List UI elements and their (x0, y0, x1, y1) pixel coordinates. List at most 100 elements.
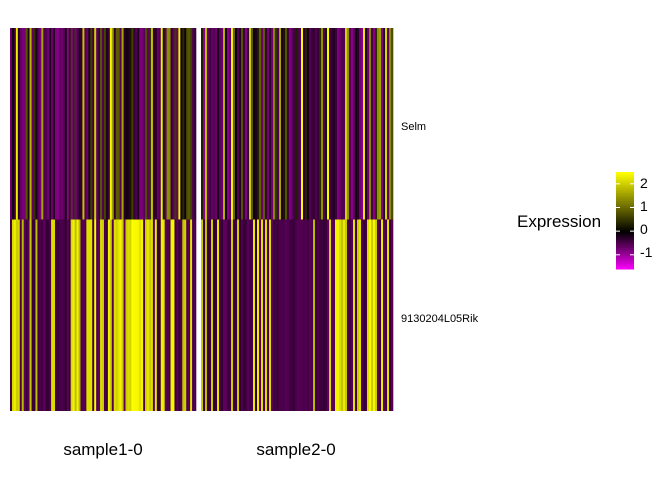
heatmap-cell (329, 219, 332, 411)
heatmap-cell (353, 28, 356, 220)
legend-color-step (616, 222, 634, 225)
heatmap-cell (217, 219, 220, 411)
heatmap-cell (279, 219, 282, 411)
heatmap-cell (139, 28, 142, 220)
heatmap-cell (203, 28, 206, 220)
heatmap-cell (259, 28, 262, 220)
heatmap-cell (299, 28, 302, 220)
heatmap-cell (100, 28, 103, 220)
heatmap-cell (92, 219, 95, 411)
legend-color-step (616, 218, 634, 221)
heatmap-cell (283, 28, 286, 220)
heatmap-cell (145, 219, 148, 411)
heatmap-cell (207, 219, 210, 411)
heatmap-cell (172, 219, 175, 411)
heatmap-cell (94, 28, 97, 220)
heatmap-cell (55, 28, 58, 220)
heatmap-cell (221, 219, 224, 411)
heatmap-cell (168, 28, 171, 220)
heatmap-cell (58, 28, 62, 220)
heatmap-cell (319, 28, 322, 220)
heatmap-cell (285, 28, 288, 220)
heatmap-cell (349, 219, 352, 411)
heatmap-cell (263, 28, 266, 220)
heatmap-cell (19, 219, 23, 411)
heatmap-cell (335, 219, 338, 411)
heatmap-cell (137, 28, 140, 220)
legend-color-step (616, 231, 634, 234)
heatmap-cell (109, 219, 113, 411)
heatmap-cell (309, 28, 312, 220)
heatmap-cell (219, 219, 222, 411)
heatmap-cell (192, 28, 195, 220)
legend-tick-minus1: -1 (640, 244, 653, 260)
heatmap-cell (363, 28, 366, 220)
heatmap-cell (303, 219, 306, 411)
heatmap-cell (263, 219, 266, 411)
heatmap-cell (64, 28, 68, 220)
heatmap-cell (94, 219, 97, 411)
heatmap-cell (182, 219, 185, 411)
heatmap-cell (339, 219, 342, 411)
heatmap-cell (265, 219, 268, 411)
heatmap-cell (84, 219, 87, 411)
heatmap-cell (133, 219, 136, 411)
heatmap-cell (359, 28, 362, 220)
heatmap-cell (231, 219, 234, 411)
heatmap-cell (247, 219, 250, 411)
heatmap-cell (162, 28, 165, 220)
heatmap-cell (337, 28, 340, 220)
heatmap-cell (129, 28, 132, 220)
heatmap-cell (357, 219, 360, 411)
gene-label-selm: Selm (401, 121, 427, 133)
legend-color-step (616, 236, 634, 239)
heatmap-cell (27, 28, 30, 220)
heatmap-cell (325, 219, 328, 411)
heatmap-cell (139, 219, 142, 411)
heatmap-cell (311, 28, 314, 220)
legend-color-step (616, 265, 634, 268)
heatmap-cell (295, 28, 298, 220)
heatmap-cell (359, 219, 362, 411)
heatmap-cell (82, 219, 85, 411)
legend-color-step (616, 175, 634, 178)
heatmap-cell (53, 219, 56, 411)
heatmap-cell (29, 219, 32, 411)
heatmap-cell (301, 28, 304, 220)
heatmap-cell (315, 28, 318, 220)
heatmap-cell (367, 219, 370, 411)
heatmap-cell (39, 28, 42, 220)
heatmap-cell (90, 219, 93, 411)
heatmap-cell (213, 28, 216, 220)
heatmap-cell (115, 219, 118, 411)
heatmap-cell (100, 219, 103, 411)
heatmap-cell (33, 219, 36, 411)
heatmap-cell (299, 219, 302, 411)
legend-color-step (616, 244, 634, 247)
legend-color-step (616, 197, 634, 200)
heatmap-cell (291, 28, 294, 220)
legend-color-step (616, 189, 634, 192)
heatmap-cell (25, 219, 28, 411)
heatmap-cell (13, 28, 17, 220)
heatmap-cell (150, 28, 154, 220)
heatmap-cell (209, 28, 212, 220)
heatmap-cell (249, 28, 252, 220)
heatmap-cell (391, 28, 394, 220)
heatmap-cell (41, 219, 44, 411)
heatmap-cell (225, 28, 228, 220)
heatmap-cell (337, 219, 340, 411)
heatmap-cell (231, 28, 234, 220)
legend-color-step (616, 252, 634, 255)
heatmap-cell (367, 28, 370, 220)
legend-color-step (616, 181, 634, 184)
heatmap-cell (377, 219, 380, 411)
heatmap-cell (341, 28, 344, 220)
heatmap-cell (47, 219, 50, 411)
heatmap-cell (102, 28, 105, 220)
heatmap-cell (80, 28, 83, 220)
heatmap-cell (117, 28, 120, 220)
heatmap-cell (160, 28, 164, 220)
heatmap-cell (349, 28, 352, 220)
heatmap-cell (98, 219, 101, 411)
